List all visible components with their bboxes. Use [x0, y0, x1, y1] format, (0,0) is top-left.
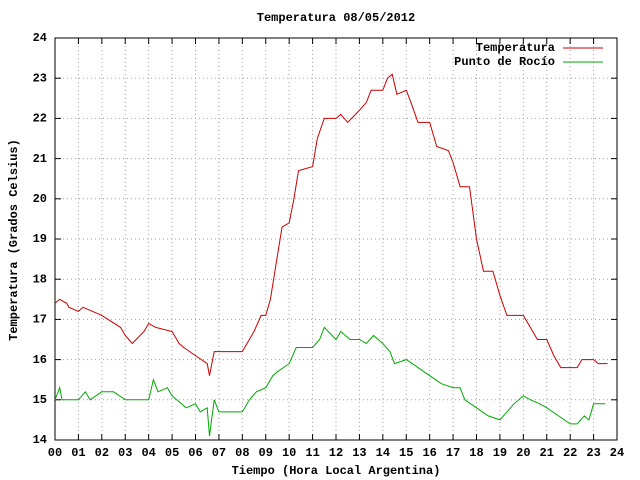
legend-label: Temperatura [476, 41, 555, 55]
data-line [54, 73, 608, 376]
x-tick-label: 05 [165, 446, 179, 460]
x-tick-label: 10 [282, 446, 296, 460]
x-tick-label: 19 [493, 446, 507, 460]
y-tick-label: 16 [33, 353, 47, 367]
y-tick-label: 19 [33, 232, 47, 246]
y-tick-label: 17 [33, 313, 47, 327]
x-tick-label: 04 [141, 446, 155, 460]
x-tick-label: 11 [305, 446, 319, 460]
y-axis-label: Temperatura (Grados Celsius) [7, 139, 21, 341]
y-tick-label: 24 [33, 31, 47, 45]
y-tick-label: 14 [33, 433, 47, 447]
x-tick-label: 12 [329, 446, 343, 460]
x-tick-label: 24 [610, 446, 624, 460]
y-tick-label: 18 [33, 272, 47, 286]
x-tick-label: 01 [71, 446, 85, 460]
x-tick-label: 14 [376, 446, 390, 460]
y-tick-label: 20 [33, 192, 47, 206]
x-tick-label: 16 [422, 446, 436, 460]
x-tick-label: 21 [540, 446, 554, 460]
x-tick-label: 03 [118, 446, 132, 460]
x-tick-label: 15 [399, 446, 413, 460]
x-tick-label: 20 [516, 446, 530, 460]
x-tick-label: 08 [235, 446, 249, 460]
x-tick-label: 02 [95, 446, 109, 460]
y-tick-label: 21 [33, 152, 47, 166]
x-axis-label: Tiempo (Hora Local Argentina) [232, 464, 441, 478]
y-tick-label: 22 [33, 112, 47, 126]
x-tick-label: 18 [469, 446, 483, 460]
x-tick-label: 06 [188, 446, 202, 460]
y-tick-label: 23 [33, 71, 47, 85]
y-tick-label: 15 [33, 393, 47, 407]
chart-title: Temperatura 08/05/2012 [257, 11, 415, 25]
legend-label: Punto de Rocío [454, 55, 555, 69]
data-line [54, 326, 606, 437]
x-tick-label: 07 [212, 446, 226, 460]
x-tick-label: 09 [259, 446, 273, 460]
x-tick-label: 00 [48, 446, 62, 460]
x-tick-label: 22 [563, 446, 577, 460]
plot-border [54, 37, 618, 441]
x-tick-label: 17 [446, 446, 460, 460]
x-tick-label: 13 [352, 446, 366, 460]
x-tick-label: 23 [586, 446, 600, 460]
